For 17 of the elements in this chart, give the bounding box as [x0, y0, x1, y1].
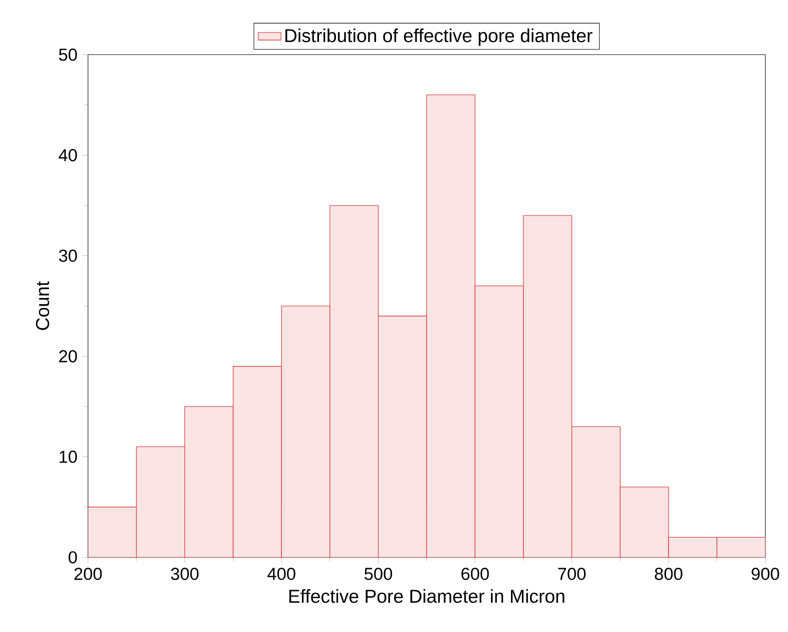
x-tick-label: 500 — [364, 568, 392, 580]
y-tick-label: 10 — [60, 450, 77, 463]
y-axis-title: Count — [36, 281, 50, 330]
legend-label: Distribution of effective pore diameter — [285, 28, 592, 46]
y-tick-label: 50 — [59, 48, 77, 61]
x-tick-label: 600 — [461, 568, 489, 580]
y-tick-label: 20 — [59, 350, 77, 362]
x-tick-label: 300 — [170, 568, 199, 580]
x-tick-label: 400 — [267, 568, 296, 580]
x-tick-label: 800 — [654, 568, 682, 580]
y-tick-label: 40 — [58, 149, 77, 162]
x-tick-label: 200 — [74, 568, 102, 580]
y-tick-label: 0 — [68, 551, 77, 564]
x-axis-title: Effective Pore Diameter in Micron — [289, 589, 564, 603]
x-tick-label: 700 — [558, 568, 586, 580]
y-tick-label: 30 — [58, 250, 77, 262]
x-tick-label: 900 — [752, 568, 780, 580]
